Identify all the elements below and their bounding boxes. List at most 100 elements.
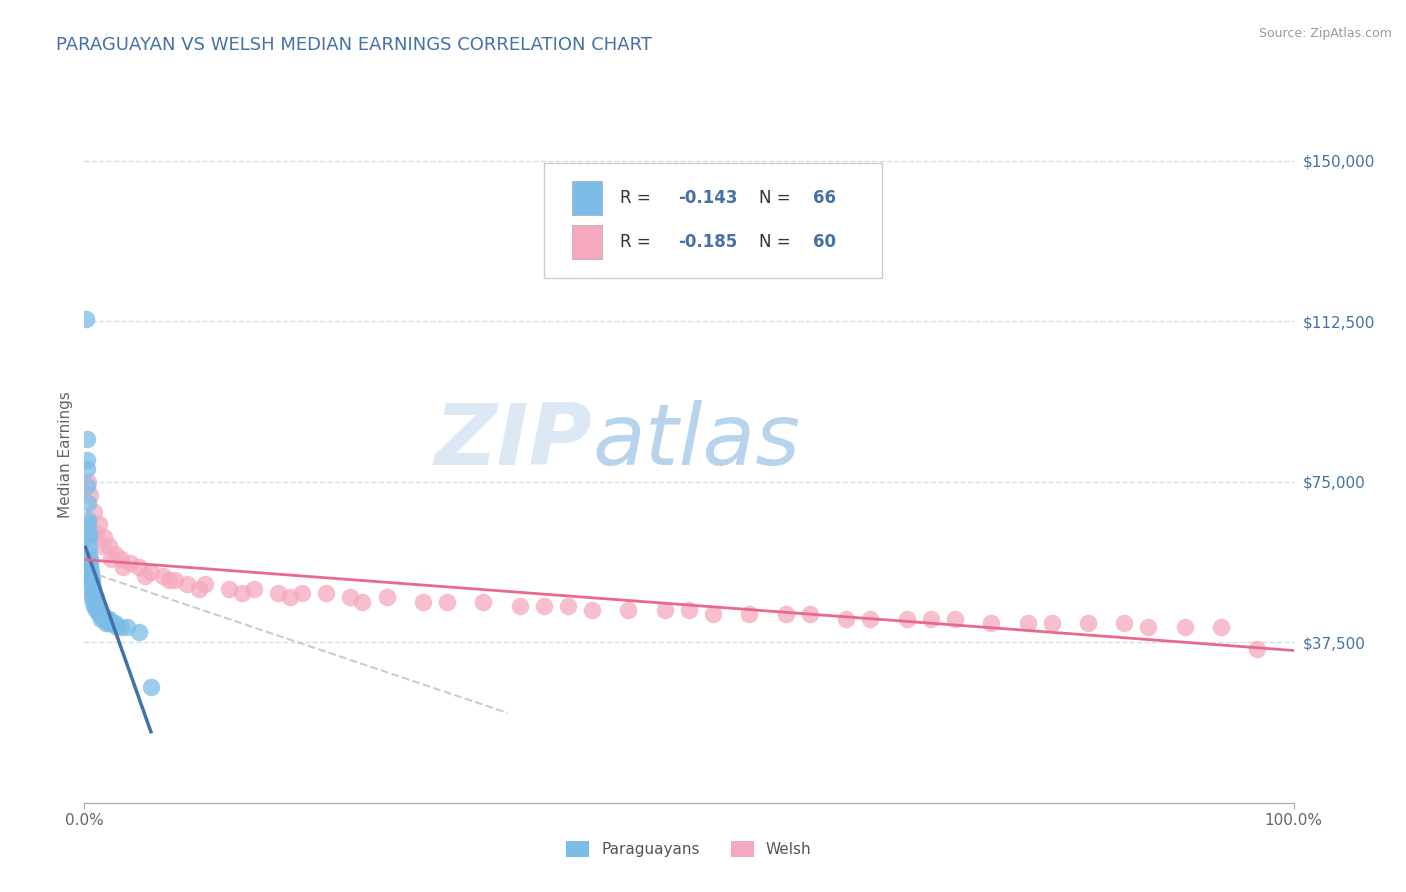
Point — [91, 539, 114, 553]
Point — [76, 556, 98, 570]
Point — [82, 586, 104, 600]
Text: -0.185: -0.185 — [678, 233, 737, 251]
Point — [412, 594, 434, 608]
Point — [678, 603, 700, 617]
Point — [87, 517, 110, 532]
Point — [80, 573, 103, 587]
Point — [134, 569, 156, 583]
Point — [76, 432, 98, 446]
Point — [128, 560, 150, 574]
Point — [76, 496, 98, 510]
FancyBboxPatch shape — [572, 226, 602, 259]
Point — [83, 505, 105, 519]
Point — [267, 586, 290, 600]
Point — [75, 312, 97, 326]
Point — [82, 586, 104, 600]
Point — [91, 607, 114, 622]
Point — [80, 577, 103, 591]
Point — [1017, 615, 1039, 630]
Point — [79, 487, 101, 501]
Point — [94, 612, 117, 626]
Point — [157, 573, 180, 587]
Text: R =: R = — [620, 189, 657, 207]
Point — [980, 615, 1002, 630]
Point — [86, 599, 108, 613]
Legend: Paraguayans, Welsh: Paraguayans, Welsh — [558, 833, 820, 864]
Point — [278, 591, 301, 605]
Point — [97, 612, 120, 626]
Point — [80, 569, 103, 583]
Point — [738, 607, 761, 622]
Point — [775, 607, 797, 622]
Text: N =: N = — [759, 189, 796, 207]
Point — [79, 565, 101, 579]
Point — [104, 548, 127, 562]
Point — [242, 582, 264, 596]
Point — [83, 599, 105, 613]
Point — [97, 615, 120, 630]
Point — [77, 517, 100, 532]
Point — [1077, 615, 1099, 630]
Point — [93, 612, 115, 626]
Point — [101, 615, 124, 630]
Point — [83, 594, 105, 608]
Point — [100, 615, 122, 630]
Point — [93, 530, 115, 544]
Text: -0.143: -0.143 — [678, 189, 738, 207]
Text: ZIP: ZIP — [434, 400, 592, 483]
Point — [80, 573, 103, 587]
Point — [896, 612, 918, 626]
Point — [82, 582, 104, 596]
Point — [86, 599, 108, 613]
Point — [97, 539, 120, 553]
Point — [83, 591, 105, 605]
Point — [859, 612, 882, 626]
FancyBboxPatch shape — [572, 181, 602, 215]
Point — [100, 615, 122, 630]
Point — [89, 607, 111, 622]
Point — [87, 603, 110, 617]
Point — [77, 475, 100, 489]
Point — [82, 594, 104, 608]
Point — [436, 594, 458, 608]
Point — [79, 560, 101, 574]
Point — [654, 603, 676, 617]
Point — [110, 551, 132, 566]
Point — [76, 453, 98, 467]
Point — [1209, 620, 1232, 634]
Point — [86, 526, 108, 541]
Text: N =: N = — [759, 233, 796, 251]
Point — [84, 599, 107, 613]
Point — [799, 607, 821, 622]
Point — [104, 615, 127, 630]
Point — [87, 607, 110, 622]
Point — [315, 586, 337, 600]
Point — [105, 620, 128, 634]
Point — [77, 565, 100, 579]
Point — [90, 612, 112, 626]
Point — [291, 586, 314, 600]
Point — [557, 599, 579, 613]
Point — [77, 539, 100, 553]
Point — [920, 612, 942, 626]
Point — [82, 577, 104, 591]
Point — [139, 680, 162, 694]
Point — [98, 615, 121, 630]
Point — [77, 530, 100, 544]
Point — [1040, 615, 1063, 630]
Point — [1174, 620, 1197, 634]
Point — [152, 569, 174, 583]
Text: 60: 60 — [814, 233, 837, 251]
Point — [218, 582, 240, 596]
Point — [86, 603, 108, 617]
Point — [194, 577, 217, 591]
Point — [77, 573, 100, 587]
Point — [1114, 615, 1136, 630]
Text: atlas: atlas — [592, 400, 800, 483]
Point — [533, 599, 555, 613]
Point — [112, 560, 135, 574]
Point — [702, 607, 724, 622]
Point — [1246, 641, 1268, 656]
Text: R =: R = — [620, 233, 657, 251]
Point — [96, 612, 118, 626]
